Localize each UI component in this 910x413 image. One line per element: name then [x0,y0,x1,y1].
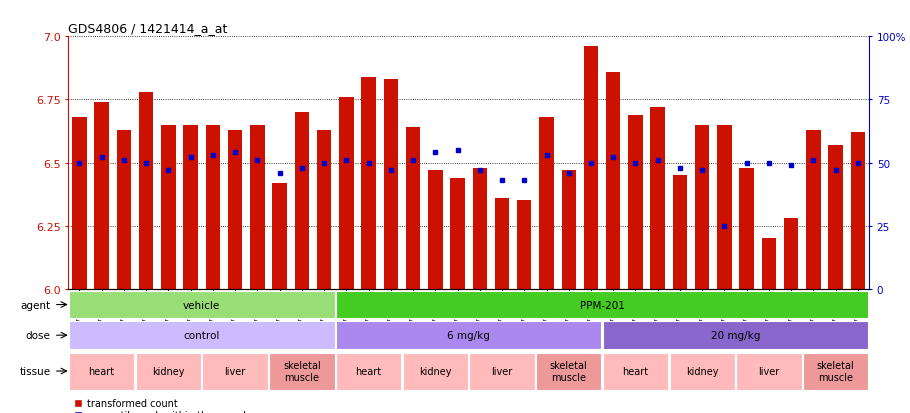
Bar [136,353,201,389]
Bar [740,168,753,289]
Text: liver: liver [758,366,780,376]
Text: vehicle: vehicle [183,300,220,310]
Bar [762,239,776,289]
Text: 20 mg/kg: 20 mg/kg [711,330,760,340]
Bar [536,353,602,389]
Text: 6 mg/kg: 6 mg/kg [447,330,490,340]
Bar [161,125,176,289]
Bar [602,353,668,389]
Bar [116,131,131,289]
Text: GDS4806 / 1421414_a_at: GDS4806 / 1421414_a_at [68,21,228,35]
Bar [69,353,135,389]
Bar [450,178,465,289]
Text: skeletal
muscle: skeletal muscle [550,361,588,382]
Bar [339,97,353,289]
Bar [69,322,335,349]
Bar [695,125,710,289]
Bar [784,218,798,289]
Bar [495,198,510,289]
Text: control: control [184,330,220,340]
Bar [72,118,86,289]
Bar [472,168,487,289]
Bar [295,113,309,289]
Bar [206,125,220,289]
Text: PPM-201: PPM-201 [580,300,624,310]
Text: heart: heart [88,366,115,376]
Bar [406,128,420,289]
Text: heart: heart [356,366,381,376]
Bar [69,291,335,318]
Bar [95,103,109,289]
Bar [540,118,553,289]
Bar [317,131,331,289]
Bar [272,183,287,289]
Text: kidney: kidney [419,366,451,376]
Bar [584,47,598,289]
Bar [803,353,868,389]
Bar [828,145,843,289]
Bar [336,291,868,318]
Bar [228,131,242,289]
Text: heart: heart [622,366,649,376]
Bar [139,93,153,289]
Legend: transformed count, percentile rank within the sample: transformed count, percentile rank withi… [73,398,252,413]
Bar [651,108,665,289]
Bar [384,80,398,289]
Bar [336,322,602,349]
Text: dose: dose [25,330,51,340]
Text: kidney: kidney [152,366,185,376]
Bar [184,125,197,289]
Bar [250,125,265,289]
Bar [269,353,335,389]
Bar [672,176,687,289]
Bar [428,171,442,289]
Text: kidney: kidney [686,366,719,376]
Bar [561,171,576,289]
Bar [470,353,535,389]
Bar [606,72,621,289]
Bar [402,353,468,389]
Bar [202,353,268,389]
Text: tissue: tissue [19,366,51,376]
Bar [361,78,376,289]
Bar [717,125,732,289]
Bar [670,353,735,389]
Text: liver: liver [225,366,246,376]
Text: skeletal
muscle: skeletal muscle [283,361,320,382]
Bar [628,115,642,289]
Text: skeletal
muscle: skeletal muscle [817,361,854,382]
Bar [851,133,865,289]
Bar [517,201,531,289]
Bar [806,131,821,289]
Text: agent: agent [21,300,51,310]
Bar [736,353,802,389]
Text: liver: liver [491,366,512,376]
Bar [336,353,401,389]
Bar [602,322,868,349]
